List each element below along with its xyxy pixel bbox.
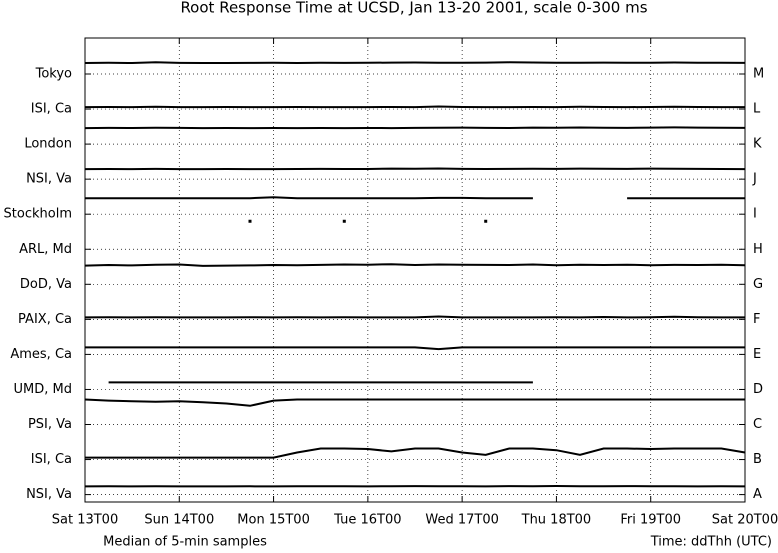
x-tick-label: Fri 19T00: [620, 513, 681, 528]
series-line: [84, 126, 746, 130]
row-letter: G: [753, 277, 763, 292]
row-letter: D: [753, 382, 763, 397]
row-letter: J: [752, 172, 757, 187]
row-label: NSI, Va: [26, 172, 72, 187]
data-point: [342, 219, 346, 223]
x-tick-label: Thu 18T00: [521, 513, 592, 528]
series-line: [84, 167, 746, 171]
data-point: [248, 219, 252, 223]
note: Median of 5-min samples: [103, 535, 267, 550]
row-label: PAIX, Ca: [18, 312, 72, 327]
chart-title: Root Response Time at UCSD, Jan 13-20 20…: [180, 0, 647, 17]
row-letter: H: [753, 242, 763, 257]
x-tick-label: Sat 13T00: [52, 513, 118, 528]
row-label: ARL, Md: [19, 242, 72, 257]
series-line: [85, 447, 746, 459]
series-line: [84, 398, 745, 407]
row-label: ISI, Ca: [31, 102, 72, 117]
x-tick-label: Tue 16T00: [333, 513, 401, 528]
row-letter: B: [753, 452, 762, 467]
row-letter: I: [753, 207, 757, 222]
row-letter: A: [753, 487, 762, 502]
series-line: [84, 105, 745, 109]
row-label: PSI, Va: [28, 417, 72, 432]
row-label: DoD, Va: [20, 277, 72, 292]
data-point: [484, 219, 488, 223]
row-letter: L: [753, 102, 761, 117]
x-tick-label: Sun 14T00: [144, 513, 214, 528]
row-label: NSI, Va: [26, 487, 72, 502]
x-tick-label: Mon 15T00: [237, 513, 310, 528]
row-letter: M: [753, 67, 764, 82]
series-line: [84, 315, 745, 319]
row-label: London: [24, 137, 72, 152]
row-label: Stockholm: [4, 207, 72, 222]
row-label: UMD, Md: [14, 382, 72, 397]
series-line: [84, 263, 746, 267]
x-tick-label: Sat 20T00: [712, 513, 778, 528]
series-line: [85, 346, 745, 351]
row-label: ISI, Ca: [31, 452, 72, 467]
series-line: [84, 61, 746, 65]
row-label: Tokyo: [35, 67, 72, 82]
row-label: Ames, Ca: [10, 347, 72, 362]
series-line: [85, 196, 533, 200]
x-axis-label: Time: ddThh (UTC): [650, 535, 772, 550]
row-letter: C: [753, 417, 762, 432]
row-letter: K: [753, 137, 762, 152]
row-letter: E: [753, 347, 761, 362]
x-tick-label: Wed 17T00: [425, 513, 499, 528]
row-letter: F: [753, 312, 760, 327]
